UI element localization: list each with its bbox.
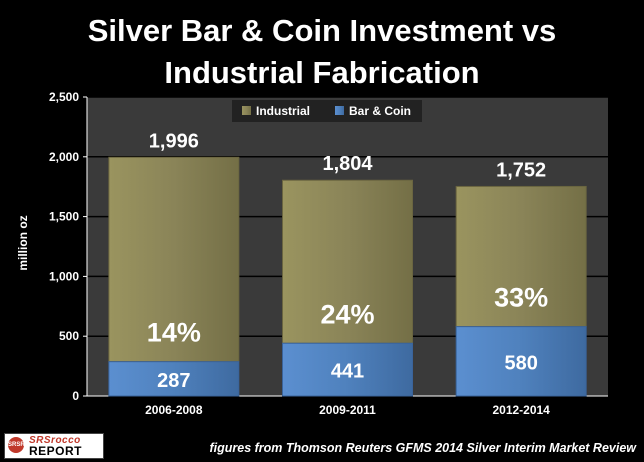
x-tick-label: 2009-2011 — [319, 403, 376, 417]
y-tick-label: 2,500 — [49, 90, 79, 104]
x-tick-label: 2006-2008 — [145, 403, 203, 417]
y-tick-label: 1,000 — [49, 269, 79, 283]
bar-industrial — [282, 179, 413, 344]
y-tick-label: 500 — [59, 329, 79, 343]
chart-title: Silver Bar & Coin Investment vs Industri… — [0, 10, 644, 94]
y-tick-label: 1,500 — [49, 210, 79, 224]
y-tick-label: 0 — [72, 389, 79, 403]
total-label: 1,996 — [149, 130, 199, 152]
total-label: 1,752 — [496, 159, 546, 181]
bar-bar-coin — [282, 342, 413, 397]
srsrocco-report-logo: SRSR SRSrocco REPORT — [4, 433, 104, 459]
legend-label: Bar & Coin — [349, 104, 411, 118]
legend-swatch — [335, 106, 344, 115]
bar-bar-coin — [455, 326, 587, 397]
source-note: figures from Thomson Reuters GFMS 2014 S… — [209, 441, 636, 455]
bar-coin-value-label: 580 — [504, 352, 537, 374]
bar-industrial — [455, 185, 587, 328]
logo-text-top: SRSrocco — [29, 435, 81, 446]
legend-label: Industrial — [256, 104, 310, 118]
legend-swatch — [242, 106, 251, 115]
chart-title-line-1: Silver Bar & Coin Investment vs — [87, 13, 557, 48]
legend-box — [232, 100, 422, 122]
percent-label: 24% — [320, 299, 374, 329]
bar-bar-coin — [108, 361, 240, 397]
y-axis-label: million oz — [16, 215, 30, 271]
y-tick-label: 2,000 — [49, 150, 79, 164]
chart-title-line-2: Industrial Fabrication — [164, 55, 480, 90]
logo-text-bottom: REPORT — [29, 444, 83, 458]
x-tick-label: 2012-2014 — [492, 403, 550, 417]
bar-coin-value-label: 287 — [157, 370, 190, 392]
logo-seal-icon: SRSR — [8, 437, 25, 453]
percent-label: 14% — [147, 318, 201, 348]
bar-coin-value-label: 441 — [331, 361, 364, 383]
percent-label: 33% — [494, 283, 548, 313]
total-label: 1,804 — [322, 153, 373, 175]
